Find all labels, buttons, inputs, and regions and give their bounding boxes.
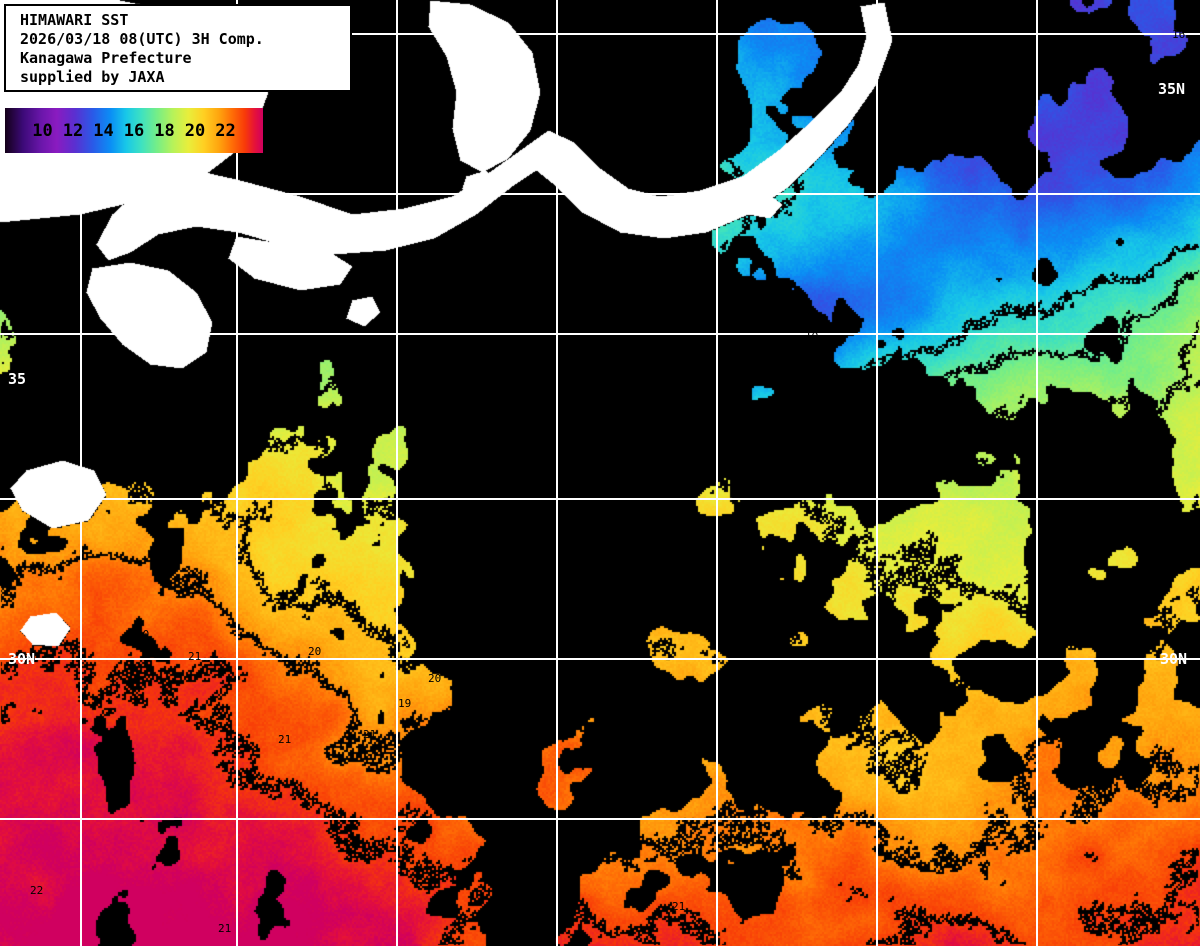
colorbar-tick-12: 12: [62, 120, 84, 141]
grid-line-vertical-5: [876, 0, 878, 946]
header-line-agency: Kanagawa Prefecture: [20, 49, 192, 67]
grid-line-vertical-0: [80, 0, 82, 946]
graticule-label-136e-0: 136E: [497, 29, 515, 66]
header-line-datetime: 2026/03/18 08(UTC) 3H Comp.: [20, 30, 264, 48]
grid-line-horizontal-3: [0, 498, 1200, 500]
colorbar-tick-10: 10: [32, 120, 53, 141]
graticule-label-35-4: 35: [8, 370, 27, 388]
grid-line-horizontal-2: [0, 333, 1200, 335]
colorbar-tick-18: 18: [154, 120, 175, 141]
grid-line-horizontal-0: [0, 33, 1200, 35]
sst-colorbar-tick-labels: 10 12 14 16 18 20 22: [5, 108, 263, 153]
grid-line-horizontal-4: [0, 658, 1200, 660]
grid-line-horizontal-1: [0, 193, 1200, 195]
header-line-product: HIMAWARI SST: [20, 11, 129, 29]
info-header-box: HIMAWARI SST 2026/03/18 08(UTC) 3H Comp.…: [4, 4, 352, 92]
grid-line-vertical-3: [556, 0, 558, 946]
colorbar-tick-16: 16: [123, 120, 145, 141]
colorbar-tick-20: 20: [184, 120, 206, 141]
grid-line-horizontal-5: [0, 818, 1200, 820]
grid-line-vertical-6: [1036, 0, 1038, 946]
colorbar-tick-14: 14: [93, 120, 114, 141]
graticule-label-30n-1: 30N: [8, 650, 36, 668]
grid-line-vertical-1: [236, 0, 238, 946]
grid-line-vertical-4: [716, 0, 718, 946]
colorbar-tick-22: 22: [215, 120, 236, 141]
header-line-supplier: supplied by JAXA: [20, 68, 165, 86]
sst-colorbar: [5, 108, 263, 153]
graticule-label-30n-2: 30N: [1160, 650, 1188, 668]
graticule-label-35n-3: 35N: [1158, 80, 1186, 98]
grid-line-vertical-2: [396, 0, 398, 946]
